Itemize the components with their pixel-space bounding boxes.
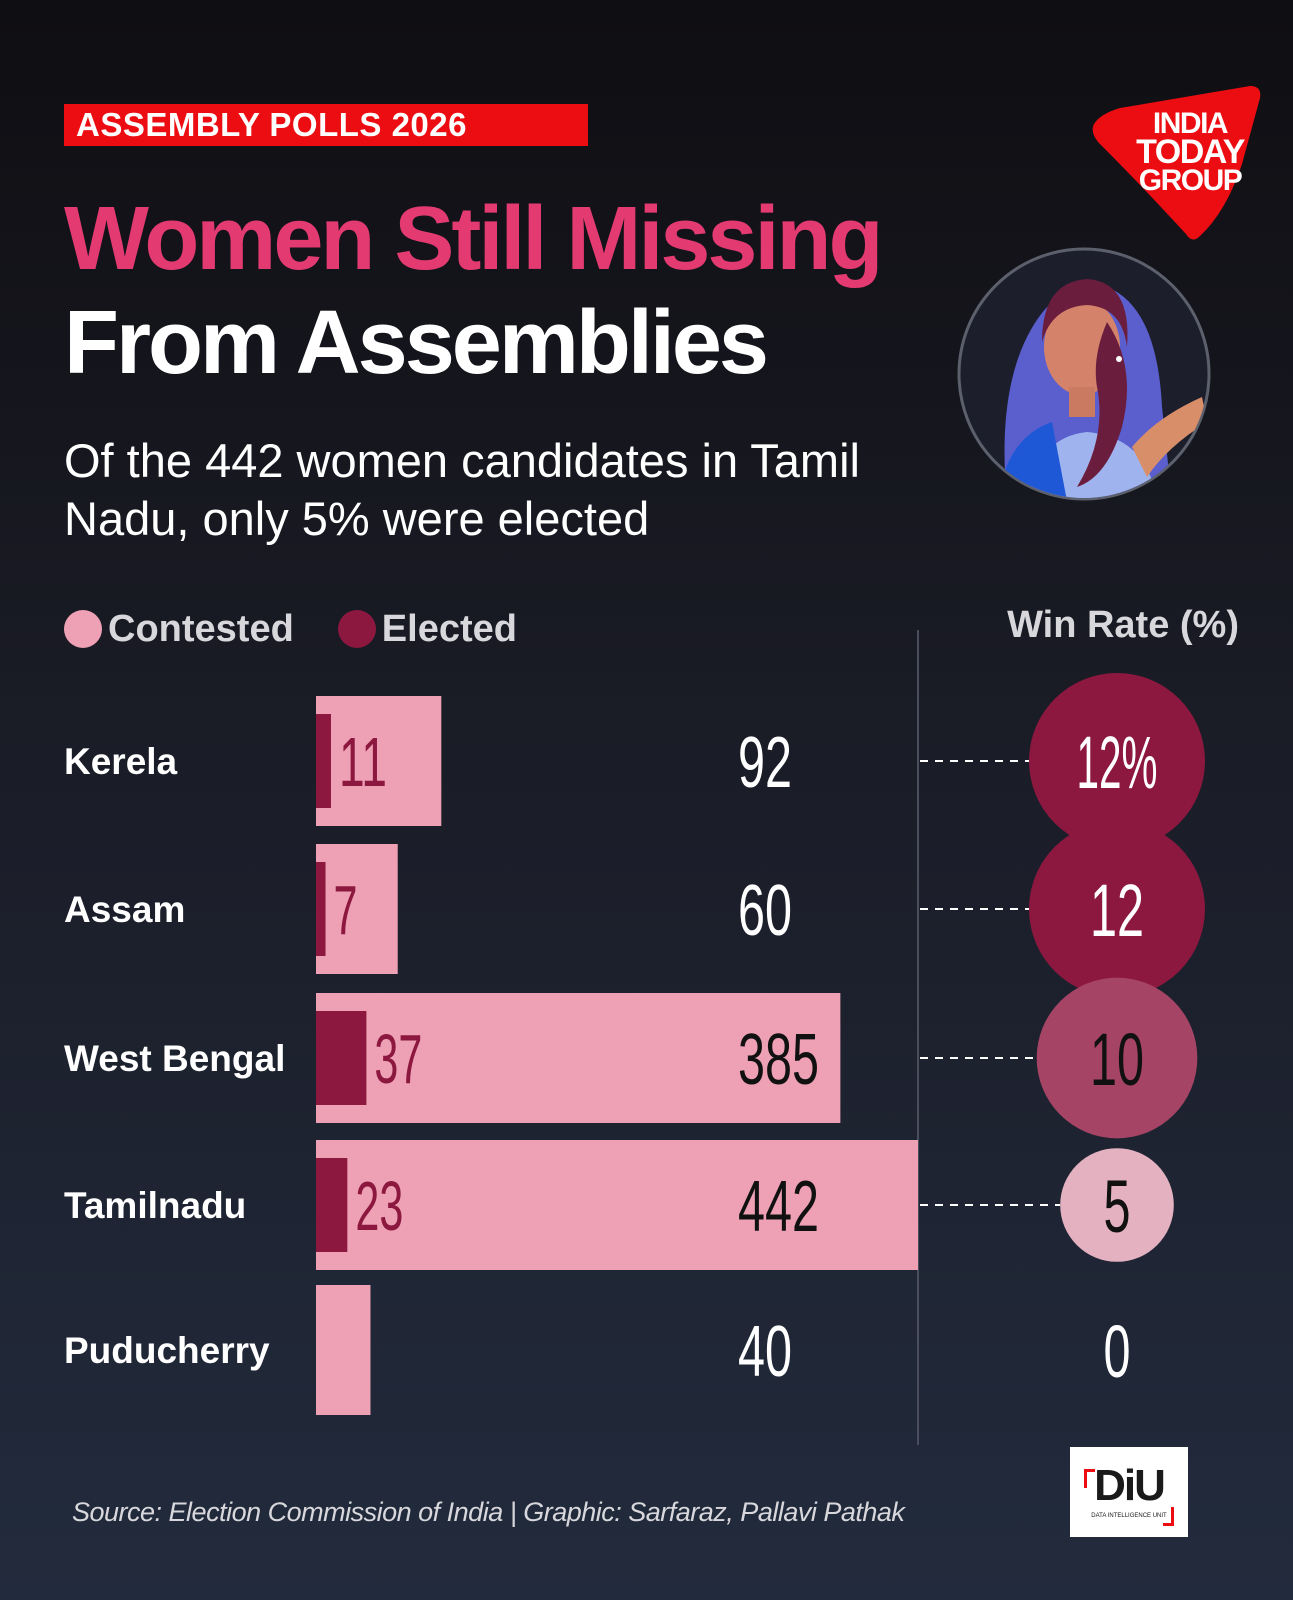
page-title-line-1: Women Still Missing (64, 189, 883, 289)
category-label-puducherry: Puducherry (64, 1330, 270, 1371)
contested-value-label-assam: 60 (738, 871, 792, 951)
category-label-assam: Assam (64, 889, 185, 930)
category-label-west-bengal: West Bengal (64, 1038, 285, 1079)
contested-value-label-west-bengal: 385 (738, 1020, 819, 1100)
bar-contested-tamilnadu (316, 1140, 918, 1270)
win-rate-header: Win Rate (%) (1007, 604, 1239, 646)
legend-item-contested: Contested (64, 608, 294, 651)
win-rate-circle-assam (1029, 821, 1205, 997)
diu-logo-subtext: DATA INTELLIGENCE UNIT (1091, 1513, 1167, 1519)
logo-line-1: INDIA (1152, 107, 1229, 140)
bar-contested-assam (316, 844, 398, 974)
legend-label-elected: Elected (381, 607, 517, 650)
page-title-line-2: From Assemblies (64, 293, 769, 393)
source-credit: Source: Election Commission of India | G… (72, 1497, 905, 1527)
india-today-logo (1092, 86, 1261, 240)
legend-item-elected: Elected (337, 607, 517, 651)
win-rate-label-west-bengal: 10 (1090, 1018, 1144, 1101)
contested-value-label-kerela: 92 (738, 723, 792, 803)
bar-elected-assam (316, 862, 326, 956)
win-rate-label-tamilnadu: 5 (1104, 1165, 1131, 1248)
win-rate-circle-tamilnadu (1060, 1148, 1174, 1262)
win-rate-circle-kerela (1029, 673, 1205, 849)
bar-elected-kerela (316, 714, 331, 808)
diu-logo-text: DiU (1094, 1461, 1166, 1510)
elected-value-label-kerela: 11 (339, 723, 387, 801)
bar-contested-puducherry (316, 1285, 371, 1415)
column-divider (917, 630, 919, 1445)
bar-contested-west-bengal (316, 993, 841, 1123)
chart-legend: Contested Elected (64, 606, 561, 652)
win-rate-label-assam: 12 (1090, 869, 1144, 952)
legend-dot-contested (64, 610, 102, 648)
category-label-tamilnadu: Tamilnadu (64, 1185, 246, 1226)
page-subtitle: Of the 442 women candidates in Tamil Nad… (64, 434, 860, 545)
win-rate-circle-west-bengal (1036, 977, 1198, 1139)
section-tag: ASSEMBLY POLLS 2026 (64, 104, 588, 146)
diu-logo-bracket-left (1084, 1469, 1095, 1488)
bar-elected-tamilnadu (316, 1158, 348, 1252)
elected-value-label-assam: 7 (334, 871, 358, 949)
diu-logo: DiU DATA INTELLIGENCE UNIT (1070, 1447, 1188, 1537)
diu-logo-bracket-right (1163, 1507, 1174, 1526)
bar-contested-kerela (316, 696, 442, 826)
win-rate-label-puducherry: 0 (1104, 1310, 1131, 1393)
legend-label-contested: Contested (108, 607, 294, 650)
bar-elected-west-bengal (316, 1011, 367, 1105)
logo-line-2: TODAY (1136, 133, 1245, 171)
contested-value-label-puducherry: 40 (738, 1312, 792, 1392)
logo-line-3: GROUP (1138, 164, 1243, 197)
win-rate-label-kerela: 12% (1077, 721, 1158, 804)
legend-dot-elected (337, 610, 376, 648)
india-today-logo-text: INDIA TODAY GROUP (1120, 107, 1260, 197)
contested-value-label-tamilnadu: 442 (738, 1167, 819, 1247)
woman-illustration-icon (957, 247, 1211, 501)
category-label-kerela: Kerela (64, 741, 178, 782)
elected-value-label-tamilnadu: 23 (355, 1167, 403, 1245)
elected-value-label-west-bengal: 37 (374, 1020, 422, 1098)
india-today-logo-shape (1092, 86, 1261, 240)
